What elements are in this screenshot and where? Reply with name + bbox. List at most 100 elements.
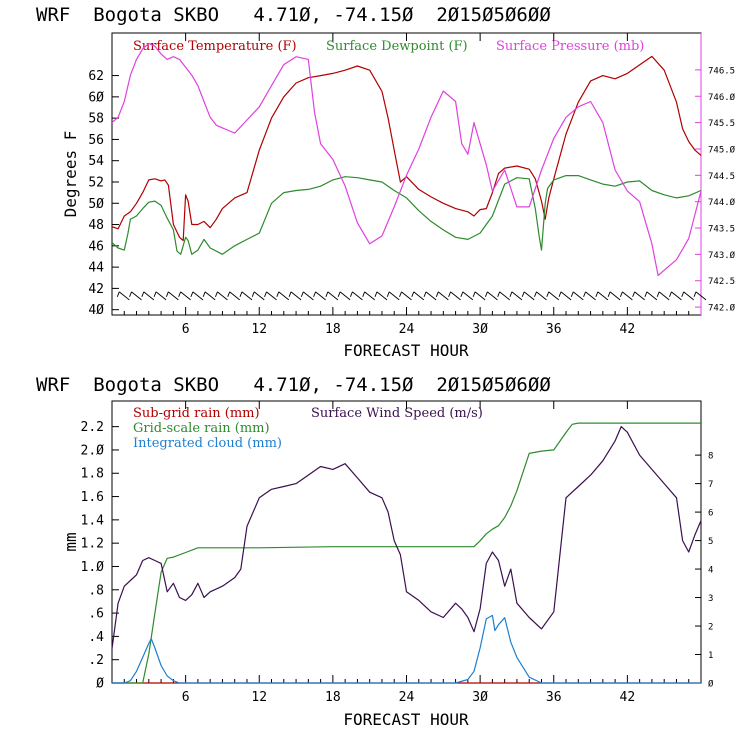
chart-header: WRF Bogota SKBO 4.71Ø, -74.15Ø 2Ø15Ø5Ø6Ø… <box>36 4 551 26</box>
wind-barb <box>168 291 179 301</box>
y2-tick-label: 6 <box>708 509 713 519</box>
y-tick-label: 46 <box>88 239 104 254</box>
wind-barb <box>401 291 412 301</box>
series-line-0 <box>111 55 702 242</box>
wind-barb-flag <box>349 291 353 298</box>
wind-barb-flag <box>251 291 255 298</box>
y2-tick-label: 745.5 <box>708 119 735 129</box>
wind-barb-flag <box>153 291 157 298</box>
wind-barb <box>253 291 265 301</box>
wind-barb <box>229 291 240 301</box>
x-tick-label: 36 <box>546 322 562 337</box>
wind-barb <box>511 291 523 301</box>
wind-barb <box>609 291 621 301</box>
wind-barb-flag <box>448 291 452 298</box>
y-tick-label: 58 <box>88 112 104 127</box>
chart-marks: 6 12 18 24 3Ø 36 42 4Ø 42 44 46 48 5Ø 52 54 56 58 6Ø 62 742… <box>88 33 736 337</box>
x-axis-title: FORECAST HOUR <box>343 710 469 729</box>
x-tick-label: 36 <box>546 690 562 705</box>
wind-barb-flag <box>595 291 599 298</box>
legend-pressure: Surface Pressure (mb) <box>496 39 644 54</box>
wind-barb <box>597 291 609 301</box>
y-tick-label: 1.Ø <box>81 560 105 575</box>
y2-tick-label: 8 <box>708 452 713 462</box>
wind-barb-flag <box>681 291 685 298</box>
wind-barb-flag <box>656 291 660 298</box>
wind-barb <box>118 291 130 301</box>
x-tick-label: 3Ø <box>472 322 488 337</box>
wind-barb <box>573 291 584 301</box>
series-line-2 <box>111 42 702 277</box>
wind-barb <box>339 291 351 301</box>
wind-barb-flag <box>619 291 623 298</box>
chart-header: WRF Bogota SKBO 4.71Ø, -74.15Ø 2Ø15Ø5Ø6Ø… <box>36 374 551 396</box>
y2-tick-label: 742.5 <box>708 277 735 287</box>
x-tick-label: 18 <box>325 690 341 705</box>
wind-barb <box>180 291 191 301</box>
wind-barb-flag <box>583 291 586 298</box>
y2-tick-label: 745.Ø <box>708 144 736 155</box>
wind-barb <box>622 291 633 301</box>
wind-barb <box>327 291 339 301</box>
x-tick-label: 12 <box>251 690 267 705</box>
y-tick-label: 48 <box>88 218 104 233</box>
series-line-1 <box>112 422 701 684</box>
y-tick-label: 62 <box>88 69 104 84</box>
wind-barb-flag <box>227 291 231 298</box>
y2-tick-label: 746.5 <box>708 66 735 76</box>
temperature-pressure-chart: WRF Bogota SKBO 4.71Ø, -74.15Ø 2Ø15Ø5Ø6Ø… <box>36 4 736 360</box>
wind-barb-flag <box>607 291 611 298</box>
legend-subgrid-rain: Sub-grid rain (mm) <box>133 406 260 421</box>
x-tick-label: 42 <box>620 690 636 705</box>
wind-barb <box>523 291 535 301</box>
y-tick-label: 1.8 <box>81 467 104 482</box>
wind-barb-flag <box>178 291 182 298</box>
wind-barb-flag <box>374 291 378 298</box>
wind-barb <box>192 291 204 301</box>
y-tick-label: 2.2 <box>81 420 104 435</box>
wind-barb <box>131 291 142 301</box>
wind-barb-flag <box>300 291 304 298</box>
wind-barb-flag <box>632 291 636 298</box>
y-tick-label: 1.6 <box>81 490 104 505</box>
wind-barb-flag <box>190 291 194 298</box>
y-tick-label: .6 <box>88 607 104 622</box>
legend-integrated-cloud: Integrated cloud (mm) <box>133 436 282 451</box>
y2-tick-label: 4 <box>708 566 713 576</box>
wind-barb <box>646 291 658 301</box>
wind-barb <box>548 291 560 301</box>
wind-barb-flag <box>165 291 169 298</box>
y2-tick-label: 3 <box>708 594 713 604</box>
wind-barb <box>585 291 596 301</box>
y-tick-label: 1.2 <box>81 537 104 552</box>
wind-barb-flag <box>558 291 562 298</box>
wind-barb-flag <box>386 291 390 298</box>
y2-tick-label: 7 <box>708 480 713 490</box>
wind-barb-flag <box>423 291 427 298</box>
wind-barb-flag <box>399 291 402 298</box>
wind-barb-flag <box>534 291 537 298</box>
precipitation-wind-chart: WRF Bogota SKBO 4.71Ø, -74.15Ø 2Ø15Ø5Ø6Ø… <box>36 374 714 729</box>
x-tick-label: 6 <box>182 322 190 337</box>
series-line-2 <box>112 614 701 684</box>
wind-barb <box>658 291 670 301</box>
wind-barb-flag <box>484 291 488 298</box>
x-tick-label: 42 <box>620 322 636 337</box>
wind-barb <box>634 291 645 301</box>
wind-barb <box>695 291 707 301</box>
y2-tick-label: 2 <box>708 623 713 633</box>
series-line-3 <box>111 426 702 649</box>
y-tick-label: .4 <box>88 630 104 645</box>
x-tick-label: 6 <box>182 690 190 705</box>
y-tick-label: .8 <box>88 583 104 598</box>
y-tick-label: .2 <box>88 653 104 668</box>
wind-barb-flag <box>570 291 574 298</box>
wind-barb <box>303 291 314 301</box>
wind-barb-flag <box>509 291 513 298</box>
x-tick-label: 3Ø <box>472 690 488 705</box>
wind-barb-flag <box>215 291 218 298</box>
wind-barb-flag <box>141 291 145 298</box>
y-axis-title: Degrees F <box>61 131 80 218</box>
x-tick-label: 12 <box>251 322 267 337</box>
